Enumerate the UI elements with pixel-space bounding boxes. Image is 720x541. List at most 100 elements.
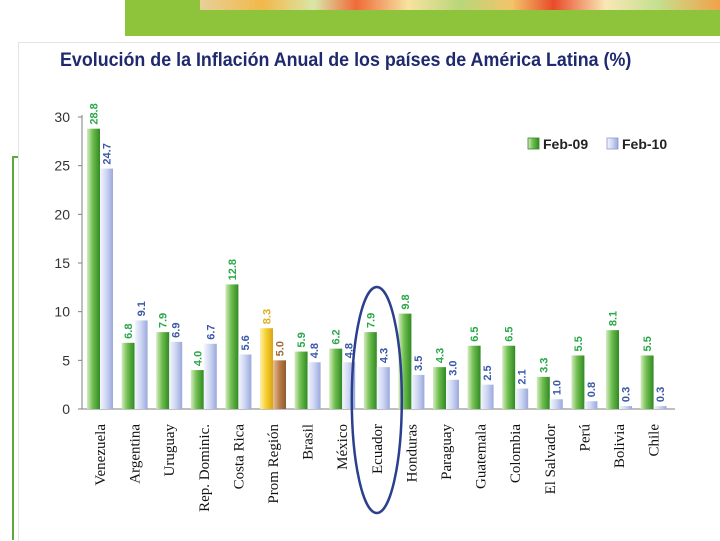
value-label-feb09-bolivia: 8.1	[608, 311, 620, 326]
bar-feb10-bolivia	[619, 406, 632, 409]
value-label-feb09-prom-region: 8.3	[262, 309, 274, 324]
bar-feb09-rep-dominic	[190, 370, 204, 409]
category-label-guatemala: Guatemala	[474, 424, 490, 489]
category-label-argentina: Argentina	[128, 424, 144, 484]
value-label-feb10-ecuador: 4.3	[378, 348, 390, 363]
bar-feb10-uruguay	[169, 341, 183, 409]
category-label-el-salvador: El Salvador	[543, 424, 559, 494]
bar-feb10-brasil	[307, 362, 321, 409]
bar-feb09-prom-region	[260, 328, 273, 409]
value-label-feb09-argentina: 6.8	[123, 324, 135, 339]
bar-feb10-argentina	[134, 320, 148, 409]
value-label-feb09-brasil: 5.9	[296, 332, 308, 347]
value-label-feb10-peru: 0.8	[586, 382, 598, 397]
y-tick-label: 15	[54, 255, 70, 271]
bar-feb09-paraguay	[433, 367, 446, 409]
value-label-feb10-chile: 0.3	[655, 387, 667, 402]
bar-feb09-bolivia	[606, 330, 619, 409]
highlight-ellipse-ecuador	[350, 285, 404, 515]
header-banner	[0, 0, 720, 36]
value-label-feb09-venezuela: 28.8	[89, 103, 101, 124]
left-decorative-rule	[12, 156, 14, 540]
category-label-mexico: México	[335, 424, 351, 470]
category-label-venezuela: Venezuela	[93, 424, 109, 486]
value-label-feb10-bolivia: 0.3	[621, 387, 633, 402]
value-label-feb10-venezuela: 24.7	[102, 143, 114, 164]
value-label-feb10-argentina: 9.1	[136, 301, 148, 316]
bar-feb10-colombia	[515, 388, 529, 409]
bar-feb09-el-salvador	[536, 376, 550, 409]
bar-feb10-paraguay	[446, 379, 459, 409]
chart-title: Evolución de la Inflación Anual de los p…	[60, 50, 632, 71]
y-tick-label: 10	[54, 304, 70, 320]
y-tick-label: 25	[54, 158, 70, 174]
legend-label-feb-10: Feb-10	[622, 136, 667, 152]
bar-feb09-costa-rica	[225, 284, 239, 409]
bar-feb09-colombia	[502, 345, 516, 409]
value-label-feb10-costa-rica: 5.6	[240, 335, 252, 350]
bar-feb10-peru	[584, 401, 598, 409]
category-label-paraguay: Paraguay	[439, 424, 455, 480]
bar-feb09-mexico	[329, 348, 343, 409]
value-label-feb09-mexico: 6.2	[331, 329, 343, 344]
category-label-colombia: Colombia	[508, 424, 524, 484]
category-label-ecuador: Ecuador	[370, 424, 386, 474]
category-label-honduras: Honduras	[404, 424, 420, 482]
legend-label-feb-09: Feb-09	[543, 136, 588, 152]
category-label-rep-dominic: Rep. Dominic.	[197, 424, 213, 512]
bar-feb09-brasil	[294, 351, 308, 409]
category-label-chile: Chile	[647, 424, 663, 457]
y-tick-label: 20	[54, 206, 70, 222]
value-label-feb10-uruguay: 6.9	[171, 323, 183, 338]
value-label-feb10-honduras: 3.5	[413, 356, 425, 371]
left-decorative-tick	[12, 156, 22, 158]
value-label-feb09-guatemala: 6.5	[469, 326, 481, 341]
value-label-feb09-rep-dominic: 4.0	[192, 351, 204, 366]
bar-feb10-costa-rica	[238, 354, 252, 409]
value-label-feb09-uruguay: 7.9	[158, 313, 170, 328]
category-label-peru: Perú	[577, 424, 593, 452]
legend-swatch-feb-10	[606, 137, 619, 150]
value-label-feb09-chile: 5.5	[642, 336, 654, 351]
bar-feb09-uruguay	[156, 332, 170, 409]
bar-feb10-venezuela	[100, 168, 113, 409]
bar-feb09-venezuela	[87, 128, 100, 409]
value-label-feb10-paraguay: 3.0	[448, 361, 460, 376]
bar-feb10-el-salvador	[549, 399, 563, 409]
bar-feb10-ecuador	[376, 367, 390, 409]
value-label-feb09-costa-rica: 12.8	[227, 259, 239, 280]
y-tick-label: 0	[62, 401, 70, 417]
category-label-uruguay: Uruguay	[162, 424, 178, 477]
value-label-feb09-paraguay: 4.3	[435, 348, 447, 363]
category-label-bolivia: Bolivia	[612, 424, 628, 469]
value-label-feb09-peru: 5.5	[573, 336, 585, 351]
value-label-feb10-colombia: 2.1	[517, 369, 529, 384]
bar-feb10-honduras	[411, 374, 425, 409]
y-tick-label: 30	[54, 109, 70, 125]
value-label-feb09-honduras: 9.8	[400, 294, 412, 309]
category-label-brasil: Brasil	[301, 424, 317, 460]
category-label-costa-rica: Costa Rica	[231, 424, 247, 490]
category-label-prom-region: Prom Región	[266, 424, 282, 504]
bar-feb10-prom-region	[273, 360, 286, 409]
bar-feb09-argentina	[121, 342, 135, 409]
bar-feb10-guatemala	[480, 384, 494, 409]
bar-feb09-ecuador	[363, 332, 377, 409]
y-tick-label: 5	[62, 352, 70, 368]
bar-feb10-chile	[653, 406, 667, 409]
value-label-feb10-el-salvador: 1.0	[551, 380, 563, 395]
value-label-feb09-ecuador: 7.9	[365, 313, 377, 328]
value-label-feb10-prom-region: 5.0	[275, 341, 287, 356]
bar-feb09-chile	[640, 355, 654, 409]
header-photo-strip	[200, 0, 720, 10]
value-label-feb10-guatemala: 2.5	[482, 365, 494, 380]
value-label-feb10-brasil: 4.8	[309, 343, 321, 358]
bar-feb09-peru	[571, 355, 585, 409]
value-label-feb10-rep-dominic: 6.7	[205, 324, 217, 339]
legend-swatch-feb-09	[527, 137, 540, 150]
bar-feb09-guatemala	[467, 345, 481, 409]
value-label-feb09-el-salvador: 3.3	[538, 358, 550, 373]
value-label-feb09-colombia: 6.5	[504, 326, 516, 341]
bar-feb10-rep-dominic	[203, 343, 217, 409]
